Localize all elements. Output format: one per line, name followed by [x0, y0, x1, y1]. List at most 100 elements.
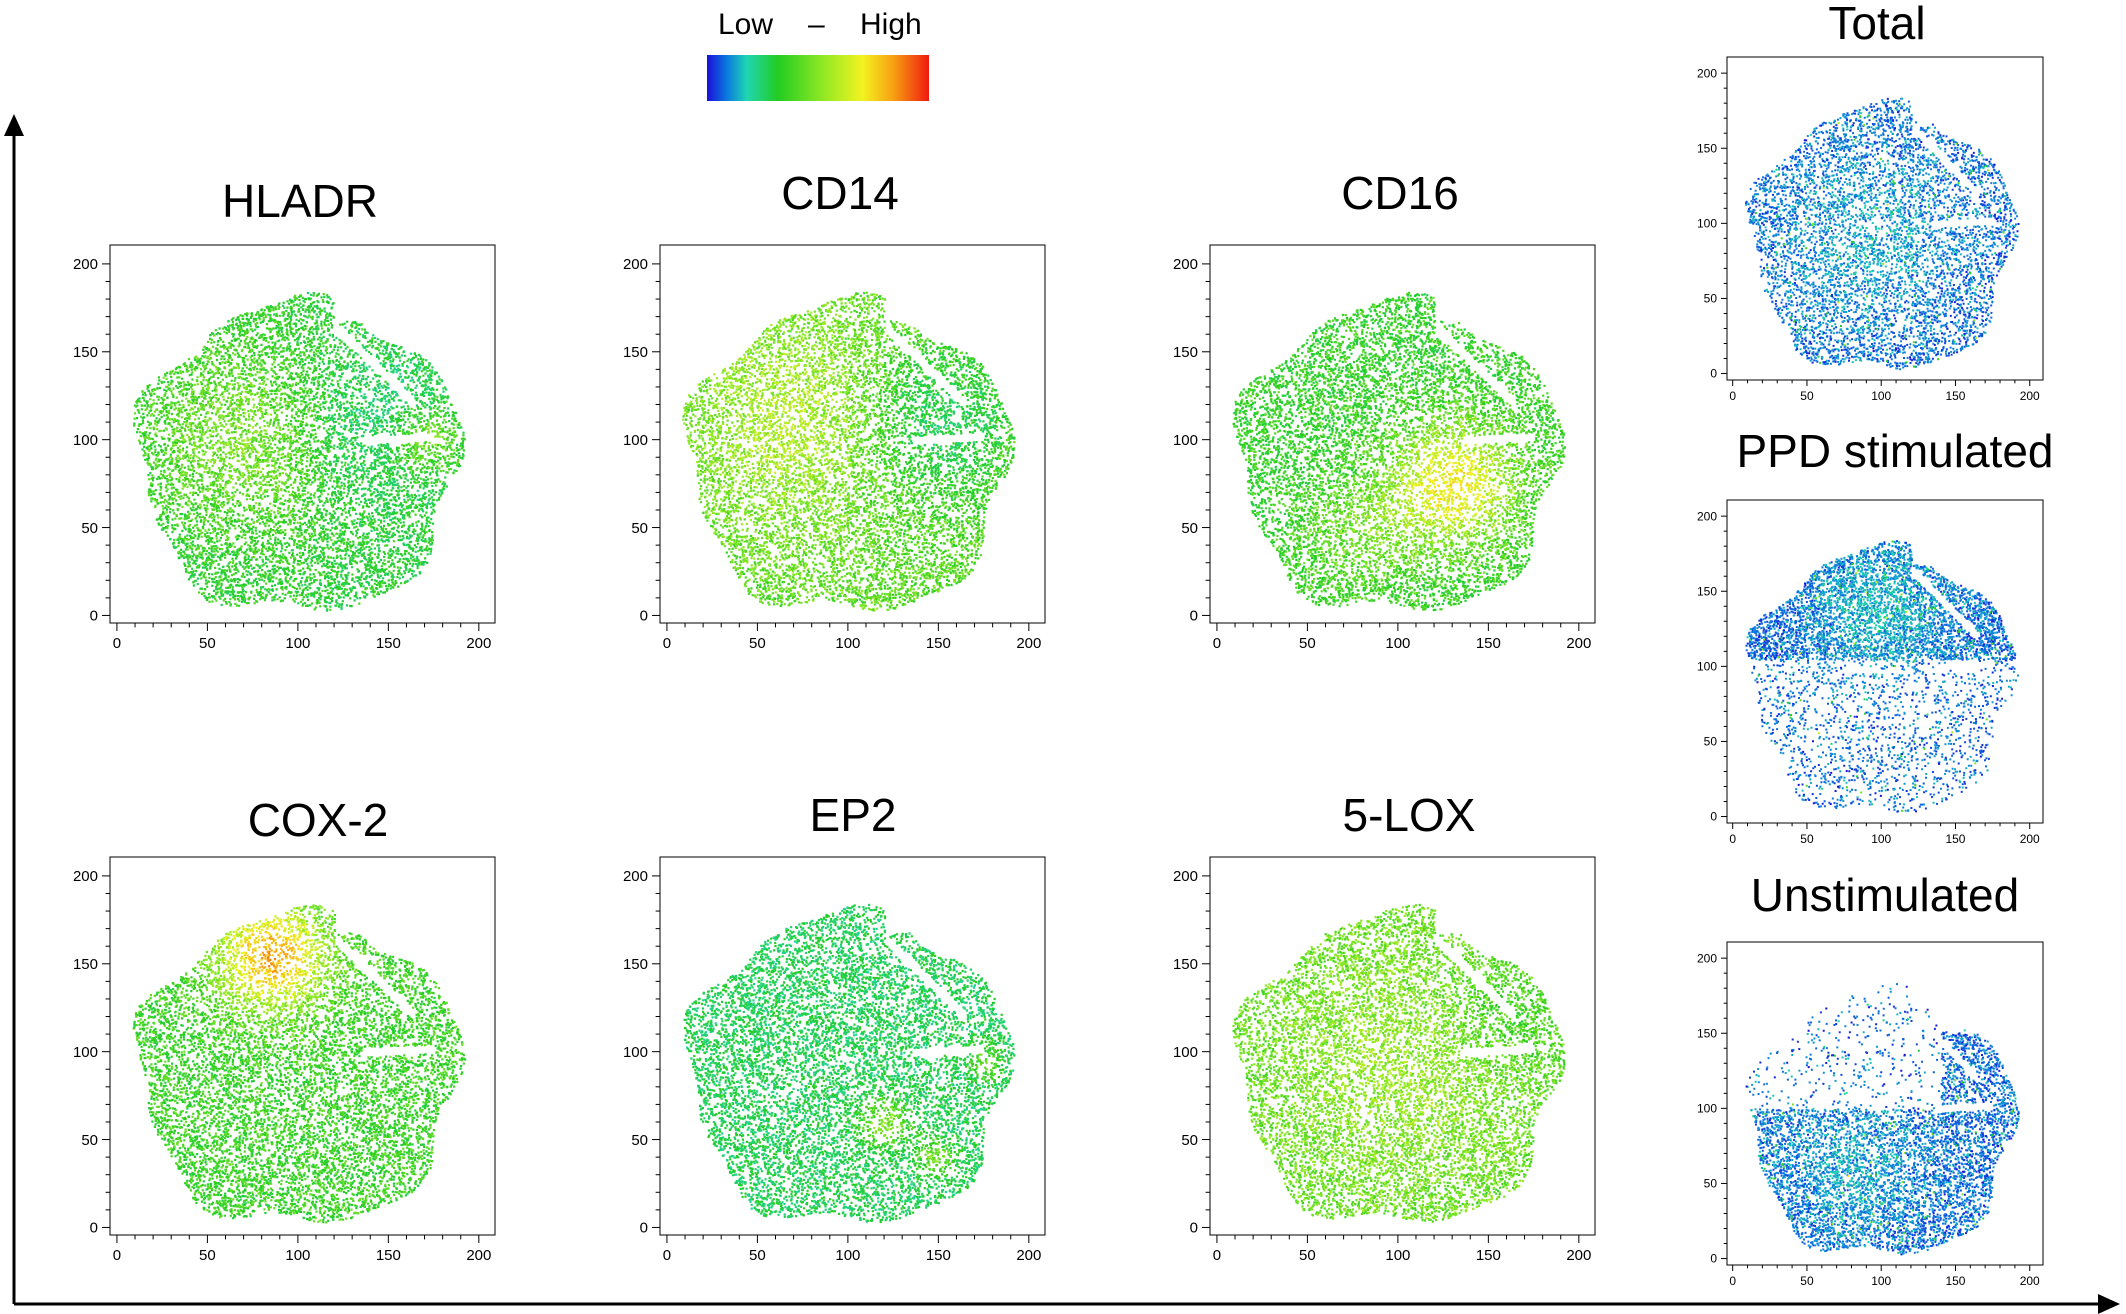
- scatter-points: [928, 1155, 931, 1158]
- scatter-points: [1240, 910, 1559, 1222]
- panel-title-hladr: HLADR: [222, 175, 378, 227]
- scatter-points: [1788, 281, 1791, 284]
- x-tick-label: 50: [1299, 635, 1316, 652]
- scatter-points: [1874, 1136, 1877, 1139]
- scatter-points: [1774, 267, 1777, 270]
- scatter-points: [1864, 197, 1867, 200]
- scatter-points: [1907, 1018, 1909, 1021]
- scatter-points: [382, 410, 385, 413]
- scatter-points: [1898, 103, 1901, 106]
- y-tick-label: 0: [640, 608, 648, 625]
- scatter-points: [1924, 1196, 1927, 1199]
- scatter-points: [1515, 993, 1518, 996]
- y-tick-label: 100: [1173, 1044, 1198, 1061]
- scatter-points: [1955, 142, 1958, 145]
- scatter-points: [206, 965, 337, 1022]
- scatter-points: [1796, 331, 1799, 334]
- scatter-points: [1893, 189, 1896, 192]
- scatter-points: [1947, 215, 1950, 218]
- scatter-points: [1787, 307, 1790, 310]
- scatter-points: [1867, 594, 1870, 596]
- scatter-points: [1484, 549, 1487, 553]
- scatter-points: [189, 507, 192, 510]
- scatter-points: [1927, 205, 1930, 208]
- x-tick-label: 50: [199, 635, 216, 652]
- scatter-points: [1891, 211, 1894, 214]
- scatter-points: [1887, 566, 1890, 569]
- y-tick-label: 150: [73, 344, 98, 361]
- scatter-points: [873, 1126, 876, 1130]
- scatter-points: [1828, 227, 1831, 230]
- scatter-points: [282, 979, 292, 985]
- x-tick-label: 200: [466, 635, 491, 652]
- x-tick-label: 150: [926, 635, 951, 652]
- scatter-points: [1805, 217, 1808, 220]
- scatter-points: [270, 949, 273, 952]
- scatter-points: [261, 951, 264, 954]
- scatter-points: [1846, 337, 1849, 340]
- x-tick-label: 0: [1729, 1274, 1736, 1288]
- scatter-points: [1991, 1134, 1994, 1137]
- scatter-points: [888, 1123, 891, 1127]
- scatter-points: [244, 941, 277, 986]
- scatter-points: [708, 918, 1000, 1217]
- scatter-points: [1955, 653, 1958, 656]
- scatter-points: [904, 377, 1000, 449]
- scatter-points: [324, 930, 334, 934]
- scatter-points: [284, 957, 288, 960]
- x-tick-label: 50: [1299, 1247, 1316, 1264]
- scatter-points: [933, 357, 937, 361]
- scatter-points: [1869, 1161, 1872, 1164]
- scatter-points: [1790, 1217, 1793, 1220]
- scatter-points: [1870, 1220, 1873, 1223]
- scatter-points: [1450, 483, 1453, 487]
- scatter-points: [1928, 1116, 1931, 1119]
- scatter-points: [1913, 1245, 1916, 1248]
- scatter-points: [1798, 328, 1801, 331]
- y-tick-label: 0: [1710, 1252, 1717, 1266]
- scatter-points: [1837, 1231, 1840, 1234]
- y-tick-label: 100: [623, 432, 648, 449]
- scatter-points: [818, 302, 995, 589]
- scatter-points: [1926, 1122, 1929, 1125]
- scatter-points: [1434, 479, 1437, 482]
- x-tick-label: 200: [1566, 635, 1591, 652]
- scatter-points: [378, 386, 381, 389]
- scatter-points: [1758, 1057, 2015, 1244]
- scatter-points: [931, 1150, 950, 1159]
- scatter-points: [1869, 1174, 1872, 1177]
- panel-title-unstimulated: Unstimulated: [1750, 869, 2020, 921]
- x-tick-label: 150: [926, 1247, 951, 1264]
- x-tick-label: 50: [1800, 1274, 1814, 1288]
- scatter-points: [1837, 301, 1840, 304]
- scatter-points: [1957, 213, 1960, 216]
- scatter-points: [1973, 319, 1976, 322]
- scatter-points: [1816, 642, 1819, 645]
- scatter-points: [323, 310, 424, 540]
- scatter-points: [1855, 1167, 1858, 1170]
- x-tick-label: 100: [1871, 389, 1891, 403]
- scatter-points: [799, 403, 802, 406]
- scatter-points: [1934, 632, 1937, 635]
- scatter-points: [263, 945, 266, 949]
- scatter-points: [1950, 1112, 1953, 1115]
- scatter-points: [1435, 478, 1457, 492]
- scatter-points: [2002, 231, 2005, 234]
- scatter-points: [686, 937, 1003, 1222]
- scatter-points: [1822, 186, 1825, 189]
- scatter-points: [1912, 341, 1915, 344]
- scatter-points: [880, 1118, 884, 1122]
- x-tick-label: 50: [749, 635, 766, 652]
- scatter-points: [1780, 701, 1783, 704]
- scatter-points: [1791, 1103, 1794, 1106]
- scatter-points: [2004, 655, 2007, 658]
- y-tick-label: 50: [631, 520, 648, 537]
- scatter-points: [1931, 1133, 1934, 1136]
- scatter-points: [274, 970, 277, 973]
- scatter-points: [1895, 225, 1898, 228]
- scatter-points: [1838, 251, 1841, 254]
- scatter-points: [1934, 194, 1937, 197]
- scatter-points: [1377, 1082, 1394, 1088]
- scatter-points: [787, 403, 790, 406]
